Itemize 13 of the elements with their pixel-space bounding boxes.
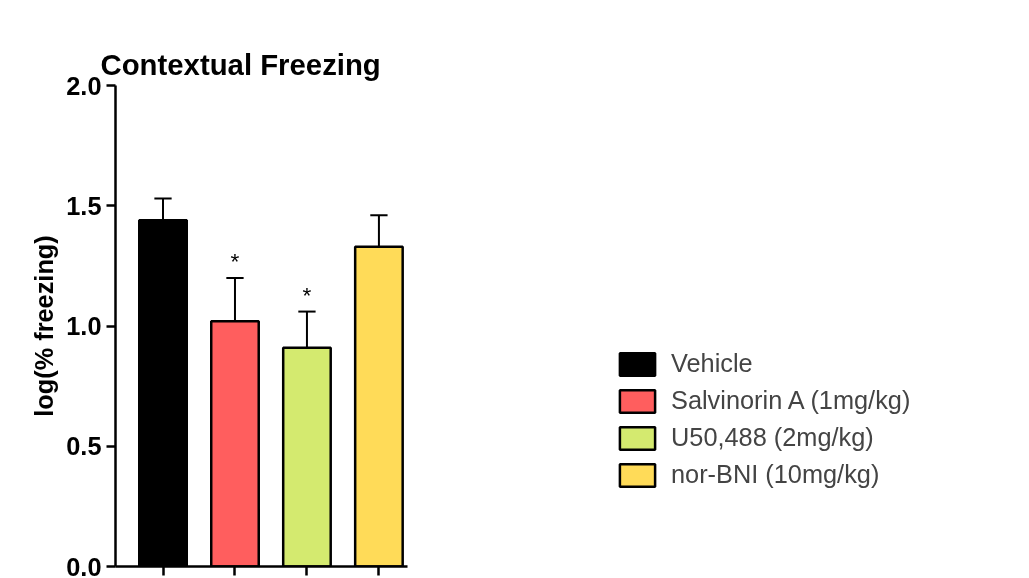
data-label: *	[302, 281, 312, 308]
y-tick-label: 0.0	[66, 552, 102, 578]
legend-label: U50,488 (2mg/kg)	[671, 423, 874, 452]
y-axis-title: log(% freezing)	[30, 235, 59, 417]
data-label: *	[230, 247, 240, 274]
y-tick-label: 0.5	[66, 432, 102, 461]
legend-label: nor-BNI (10mg/kg)	[671, 460, 880, 489]
legend-label: Vehicle	[671, 349, 753, 378]
y-tick-label: 1.0	[66, 312, 102, 340]
chart-title: Contextual Freezing	[100, 47, 381, 81]
legend-label: Salvinorin A (1mg/kg)	[671, 386, 911, 415]
y-tick-label: 1.5	[66, 191, 102, 220]
y-tick-label: 2.0	[66, 71, 102, 100]
